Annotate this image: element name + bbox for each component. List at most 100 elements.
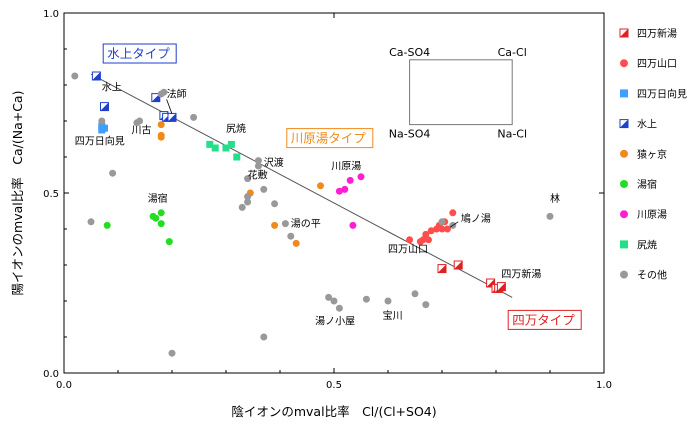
data-point-shape <box>330 297 338 305</box>
data-point-shape <box>254 162 262 170</box>
legend-marker-shape <box>620 59 628 68</box>
data-point-shape <box>98 126 106 134</box>
data-point <box>233 153 241 161</box>
legend-marker <box>619 28 629 38</box>
data-point <box>157 133 165 141</box>
data-point-shape <box>260 333 268 341</box>
data-point-shape <box>346 176 354 184</box>
data-point <box>335 187 343 195</box>
data-point <box>292 239 300 247</box>
data-point <box>325 293 333 301</box>
data-point <box>330 297 338 305</box>
data-point <box>271 221 279 229</box>
data-point-shape <box>157 209 165 217</box>
data-point <box>260 185 268 193</box>
data-point-shape <box>152 214 160 222</box>
legend-marker-shape <box>620 210 628 219</box>
data-point-shape <box>422 230 430 238</box>
data-point-fill <box>454 261 463 269</box>
data-point-shape <box>238 203 246 211</box>
data-point <box>87 218 95 226</box>
data-point <box>422 230 430 238</box>
data-point <box>91 71 101 81</box>
data-point-shape <box>136 117 144 125</box>
data-point-shape <box>160 88 168 96</box>
data-point <box>449 209 457 217</box>
data-point <box>190 113 198 121</box>
y-axis-label: 陽イオンのmval比率 Ca/(Na+Ca) <box>10 91 25 296</box>
data-point-fill <box>100 102 109 111</box>
inset-label-ca-cl: Ca-Cl <box>498 46 527 59</box>
type-label-text: 水上タイプ <box>107 46 170 61</box>
legend-item: 四万日向見 <box>620 87 687 100</box>
data-point-shape <box>362 295 370 303</box>
data-point <box>100 102 109 112</box>
legend-item: 尻焼 <box>620 239 657 251</box>
data-point-shape <box>292 239 300 247</box>
data-point <box>438 225 446 233</box>
point-annotation: 四万新湯 <box>501 268 541 281</box>
data-point-shape <box>227 140 235 148</box>
data-point-shape <box>419 236 427 244</box>
trend-line-layer <box>90 73 513 298</box>
data-point-shape <box>98 117 106 125</box>
data-point <box>411 290 419 298</box>
data-point-shape <box>438 218 446 226</box>
data-point <box>167 112 177 122</box>
legend-label: 川原湯 <box>637 208 667 221</box>
data-point-shape <box>357 173 365 181</box>
legend-marker <box>620 270 628 279</box>
legend-label: 四万日向見 <box>637 87 687 100</box>
data-point <box>244 193 252 201</box>
data-point-fill <box>497 282 506 291</box>
data-point-shape <box>325 293 333 301</box>
data-point-shape <box>165 238 173 246</box>
data-point-shape <box>438 225 446 233</box>
data-point <box>406 236 414 244</box>
data-point <box>546 212 554 220</box>
data-point-shape <box>349 221 357 229</box>
data-point-shape <box>244 198 252 206</box>
data-point-shape <box>384 297 392 305</box>
legend-item: 猿ヶ京 <box>620 148 667 161</box>
data-point-fill <box>168 113 176 122</box>
type-label: 川原湯タイプ <box>286 128 374 149</box>
data-point <box>160 88 168 96</box>
legend-marker <box>619 119 629 129</box>
legend-marker <box>620 59 628 68</box>
data-point <box>206 140 214 148</box>
data-point <box>317 182 324 190</box>
legend-marker <box>620 240 628 249</box>
data-point-shape <box>287 232 295 240</box>
point-annotation: 川古 <box>132 124 152 137</box>
data-point <box>438 218 446 226</box>
type-label-box <box>286 128 374 149</box>
legend-item: 水上 <box>619 119 657 131</box>
legend-item: 四万新湯 <box>619 27 677 40</box>
legend-label: 猿ヶ京 <box>637 148 667 161</box>
point-annotation: 水上 <box>102 81 122 93</box>
legend-marker <box>620 89 628 98</box>
x-tick-label: 0.5 <box>326 380 342 391</box>
data-point <box>254 162 262 170</box>
data-point-shape <box>168 349 176 357</box>
data-point-shape <box>406 236 414 244</box>
data-point <box>453 260 463 270</box>
legend-marker-shape <box>620 180 628 188</box>
data-point <box>362 295 370 303</box>
data-point <box>227 140 235 148</box>
point-annotation: 尻焼 <box>226 123 246 135</box>
data-point <box>222 144 230 152</box>
x-tick-label: 1.0 <box>596 380 612 391</box>
point-annotation: 湯宿 <box>148 192 168 205</box>
data-point-shape <box>244 193 252 201</box>
data-point <box>238 203 246 211</box>
data-point-shape <box>271 200 279 208</box>
legend-item: その他 <box>620 269 667 282</box>
point-annotation: 花敷 <box>248 169 268 182</box>
data-point <box>496 282 506 292</box>
data-point-shape <box>211 144 219 152</box>
legend-label: 水上 <box>637 119 657 131</box>
